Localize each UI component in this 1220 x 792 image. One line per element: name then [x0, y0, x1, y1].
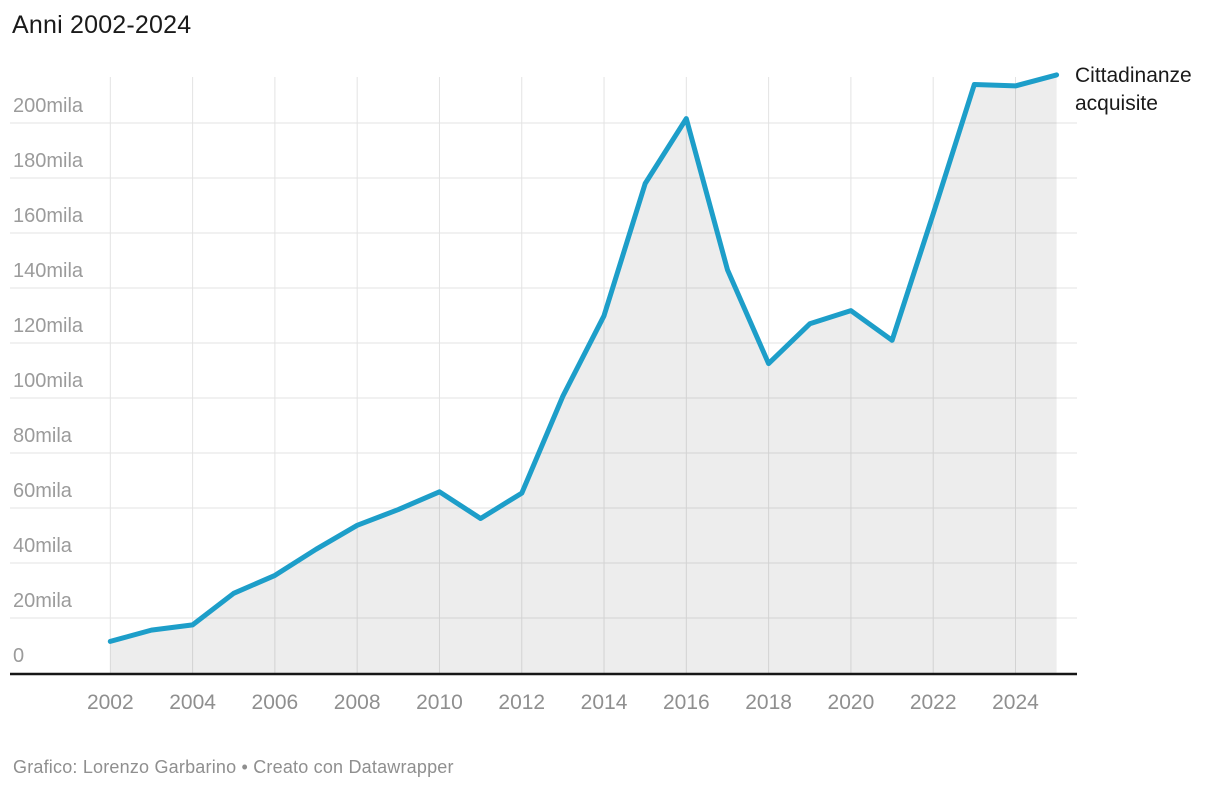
x-tick-label: 2008: [333, 691, 381, 714]
footer-credit: Grafico: Lorenzo Garbarino • Creato con …: [13, 757, 454, 777]
y-tick-label: 80mila: [13, 425, 72, 447]
x-tick-label: 2018: [745, 691, 792, 714]
x-tick-label: 2012: [498, 691, 546, 714]
x-tick-label: 2022: [909, 691, 957, 714]
vertical-gridlines: [109, 77, 1016, 673]
y-tick-label: 200mila: [13, 95, 84, 117]
x-tick-label: 2020: [827, 691, 875, 714]
horizontal-gridlines: [10, 122, 1077, 619]
y-tick-label: 180mila: [13, 150, 84, 172]
x-tick-label: 2002: [86, 691, 134, 714]
chart-title: Anni 2002-2024: [12, 11, 192, 39]
y-tick-label: 120mila: [13, 315, 84, 337]
x-tick-label: 2024: [992, 691, 1039, 714]
area-fill: [110, 74, 1057, 673]
y-tick-label: 20mila: [13, 590, 72, 612]
x-tick-label: 2006: [251, 691, 299, 714]
y-tick-label: 140mila: [13, 260, 84, 282]
y-tick-label: 160mila: [13, 205, 84, 227]
series-label: Cittadinanze acquisite: [1075, 64, 1192, 115]
x-tick-label: 2004: [169, 691, 216, 714]
y-tick-label: 40mila: [13, 535, 72, 557]
x-tick-label: 2016: [662, 691, 710, 714]
y-tick-label: 100mila: [13, 370, 84, 392]
data-line: [107, 72, 1060, 644]
y-tick-label: 60mila: [13, 480, 72, 502]
x-tick-label: 2014: [580, 691, 628, 714]
x-tick-label: 2010: [416, 691, 463, 714]
y-tick-label: 0: [13, 645, 25, 667]
